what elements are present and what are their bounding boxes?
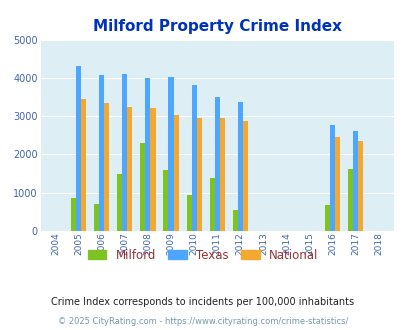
Bar: [150, 108, 155, 231]
Bar: [104, 103, 109, 231]
Bar: [173, 115, 178, 231]
Bar: [71, 198, 76, 231]
Bar: [94, 204, 99, 231]
Bar: [168, 77, 173, 231]
Title: Milford Property Crime Index: Milford Property Crime Index: [92, 19, 341, 34]
Bar: [127, 107, 132, 231]
Bar: [117, 174, 122, 231]
Bar: [219, 118, 224, 231]
Bar: [145, 78, 150, 231]
Bar: [140, 143, 145, 231]
Bar: [191, 85, 196, 231]
Bar: [335, 137, 339, 231]
Text: Crime Index corresponds to incidents per 100,000 inhabitants: Crime Index corresponds to incidents per…: [51, 297, 354, 307]
Bar: [214, 97, 219, 231]
Bar: [99, 75, 104, 231]
Bar: [232, 210, 237, 231]
Bar: [347, 169, 352, 231]
Bar: [122, 74, 127, 231]
Bar: [352, 131, 357, 231]
Legend: Milford, Texas, National: Milford, Texas, National: [83, 244, 322, 266]
Bar: [76, 66, 81, 231]
Bar: [81, 99, 86, 231]
Bar: [324, 205, 329, 231]
Bar: [357, 141, 362, 231]
Bar: [209, 178, 214, 231]
Text: © 2025 CityRating.com - https://www.cityrating.com/crime-statistics/: © 2025 CityRating.com - https://www.city…: [58, 317, 347, 326]
Bar: [329, 125, 335, 231]
Bar: [237, 102, 242, 231]
Bar: [186, 195, 191, 231]
Bar: [242, 121, 247, 231]
Bar: [163, 170, 168, 231]
Bar: [196, 118, 201, 231]
